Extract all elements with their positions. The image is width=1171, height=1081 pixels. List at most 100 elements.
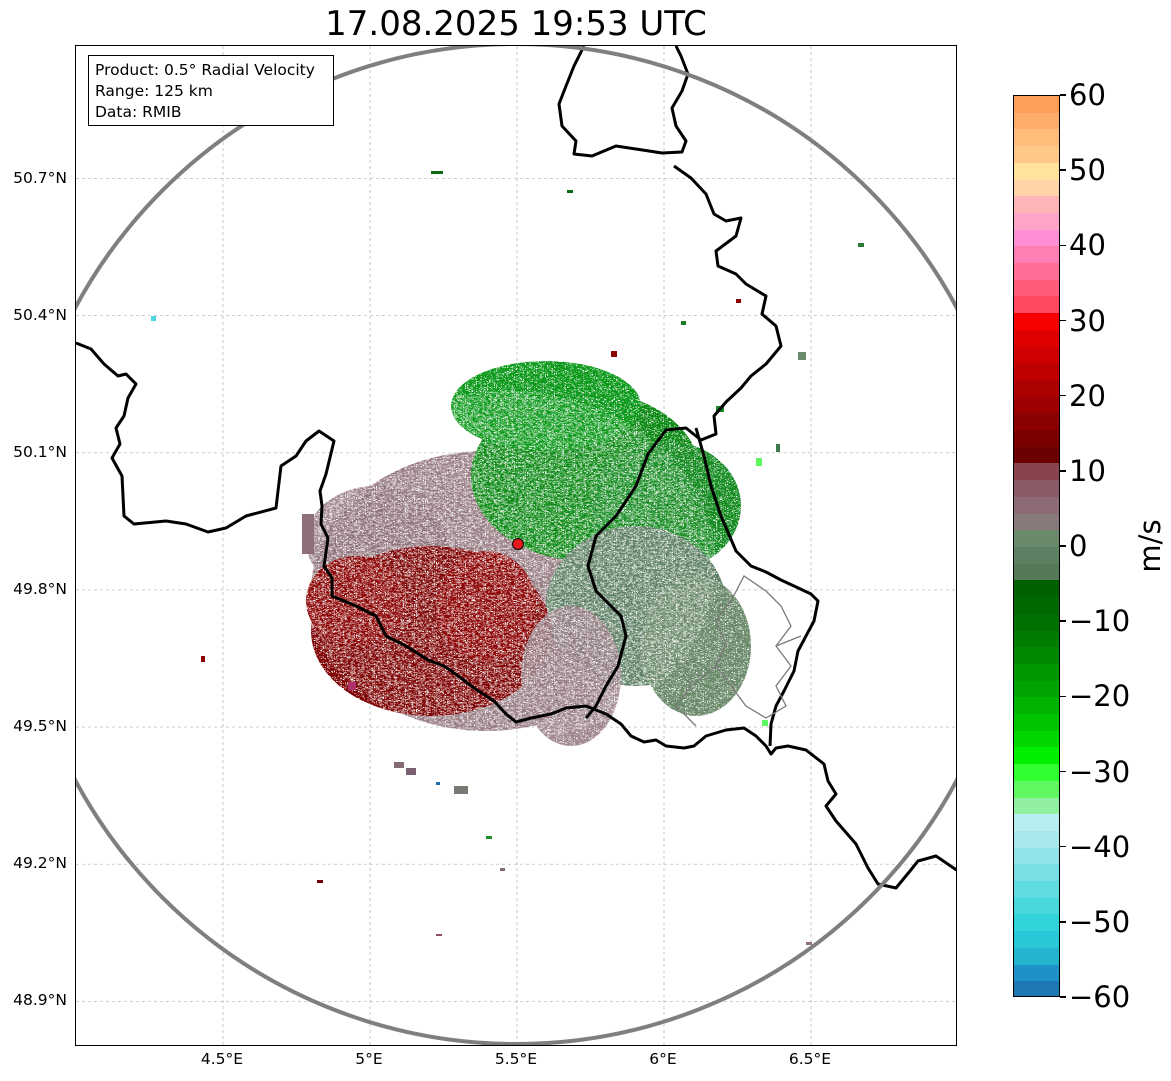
colorbar-segment <box>1014 229 1059 247</box>
colorbar-segment <box>1014 363 1059 380</box>
velocity-field <box>151 171 864 945</box>
lon-tick-label: 6.5°E <box>788 1050 832 1068</box>
colorbar-tick-mark <box>1060 319 1066 322</box>
colorbar-segment <box>1014 714 1059 731</box>
colorbar-segment <box>1014 112 1059 130</box>
colorbar-segment <box>1014 580 1059 598</box>
colorbar-segment <box>1014 663 1059 681</box>
colorbar-tick-label: −40 <box>1069 829 1131 864</box>
admin-boundaries <box>675 575 802 727</box>
colorbar-segment <box>1014 797 1059 815</box>
colorbar-segment <box>1014 179 1059 197</box>
colorbar-segment <box>1014 680 1059 698</box>
lon-tick-label: 5°E <box>355 1050 383 1068</box>
product-info-box: Product: 0.5° Radial Velocity Range: 125… <box>88 55 334 126</box>
colorbar-segment <box>1014 597 1059 614</box>
colorbar-segment <box>1014 129 1059 147</box>
colorbar-segment <box>1014 296 1059 314</box>
velocity-colorbar <box>1013 95 1060 997</box>
colorbar-tick-label: −10 <box>1069 604 1131 639</box>
colorbar-tick-mark <box>1060 545 1066 547</box>
radar-map[interactable] <box>75 45 957 1046</box>
colorbar-tick-label: −50 <box>1069 904 1131 939</box>
colorbar-segment <box>1014 496 1059 514</box>
radar-map-canvas <box>76 46 956 1045</box>
colorbar-segment <box>1014 413 1059 431</box>
colorbar-segment <box>1014 981 1059 996</box>
colorbar-segment <box>1014 730 1059 748</box>
colorbar-segment <box>1014 814 1059 831</box>
colorbar-segment <box>1014 279 1059 297</box>
colorbar-segment <box>1014 212 1059 230</box>
colorbar-segment <box>1014 346 1059 364</box>
lat-tick-label: 50.1°N <box>13 442 67 461</box>
lat-tick-label: 49.8°N <box>13 579 67 598</box>
colorbar-segment <box>1014 396 1059 414</box>
colorbar-segment <box>1014 830 1059 848</box>
colorbar-segment <box>1014 146 1059 163</box>
colorbar-segment <box>1014 563 1059 581</box>
colorbar-segment <box>1014 931 1059 948</box>
colorbar-tick-label: 20 <box>1069 378 1106 413</box>
colorbar-segment <box>1014 329 1059 347</box>
colorbar-segment <box>1014 747 1059 765</box>
colorbar-tick-label: 50 <box>1069 153 1106 188</box>
colorbar-segment <box>1014 780 1059 798</box>
colorbar-segment <box>1014 697 1059 715</box>
colorbar-segment <box>1014 530 1059 547</box>
colorbar-segment <box>1014 881 1059 898</box>
colorbar-segment <box>1014 947 1059 965</box>
lon-tick-label: 4.5°E <box>200 1050 244 1068</box>
range-label: Range: 125 km <box>95 82 213 100</box>
colorbar-tick-label: −20 <box>1069 679 1131 714</box>
colorbar-tick-label: 40 <box>1069 228 1106 263</box>
colorbar-segment <box>1014 463 1059 481</box>
colorbar-segment <box>1014 914 1059 932</box>
country-borders <box>76 46 956 890</box>
colorbar-tick-mark <box>1060 394 1066 397</box>
range-ring <box>76 46 956 1045</box>
colorbar-segment <box>1014 964 1059 982</box>
source-label: Data: RMIB <box>95 103 182 121</box>
colorbar-segment <box>1014 897 1059 915</box>
colorbar-segment <box>1014 379 1059 397</box>
colorbar-segment <box>1014 647 1059 664</box>
colorbar-segment <box>1014 246 1059 264</box>
colorbar-segment <box>1014 263 1059 280</box>
map-title: 17.08.2025 19:53 UTC <box>325 4 707 44</box>
colorbar-tick-label: −30 <box>1069 754 1131 789</box>
colorbar-segment <box>1014 313 1059 330</box>
colorbar-tick-label: 30 <box>1069 303 1106 338</box>
colorbar-segment <box>1014 613 1059 631</box>
colorbar-segment <box>1014 864 1059 882</box>
colorbar-segment <box>1014 847 1059 865</box>
colorbar-segment <box>1014 430 1059 447</box>
colorbar-segment <box>1014 513 1059 531</box>
colorbar-tick-label: 0 <box>1069 529 1088 563</box>
product-label: Product: 0.5° Radial Velocity <box>95 61 315 79</box>
colorbar-tick-mark <box>1060 470 1066 472</box>
colorbar-segment <box>1014 764 1059 781</box>
lon-tick-label: 5.5°E <box>494 1050 538 1068</box>
colorbar-tick-mark <box>1060 169 1066 171</box>
colorbar-segment <box>1014 446 1059 464</box>
colorbar-tick-mark <box>1060 770 1066 773</box>
colorbar-tick-mark <box>1060 996 1066 998</box>
colorbar-segment <box>1014 630 1059 648</box>
colorbar-tick-label: 10 <box>1069 453 1106 488</box>
colorbar-tick-label: −60 <box>1069 980 1131 1014</box>
lon-tick-label: 6°E <box>649 1050 677 1068</box>
colorbar-segment <box>1014 196 1059 213</box>
colorbar-segment <box>1014 480 1059 497</box>
lat-tick-label: 50.4°N <box>13 305 67 324</box>
colorbar-unit-label: m/s <box>1133 519 1167 573</box>
colorbar-tick-mark <box>1060 845 1066 848</box>
colorbar-tick-mark <box>1060 244 1066 247</box>
lat-tick-label: 48.9°N <box>13 991 67 1010</box>
lat-tick-label: 50.7°N <box>13 168 67 187</box>
radar-site-marker[interactable] <box>512 538 524 550</box>
colorbar-tick-mark <box>1060 94 1066 96</box>
colorbar-segment <box>1014 546 1059 564</box>
colorbar-tick-mark <box>1060 620 1066 622</box>
lat-tick-label: 49.2°N <box>13 854 67 873</box>
